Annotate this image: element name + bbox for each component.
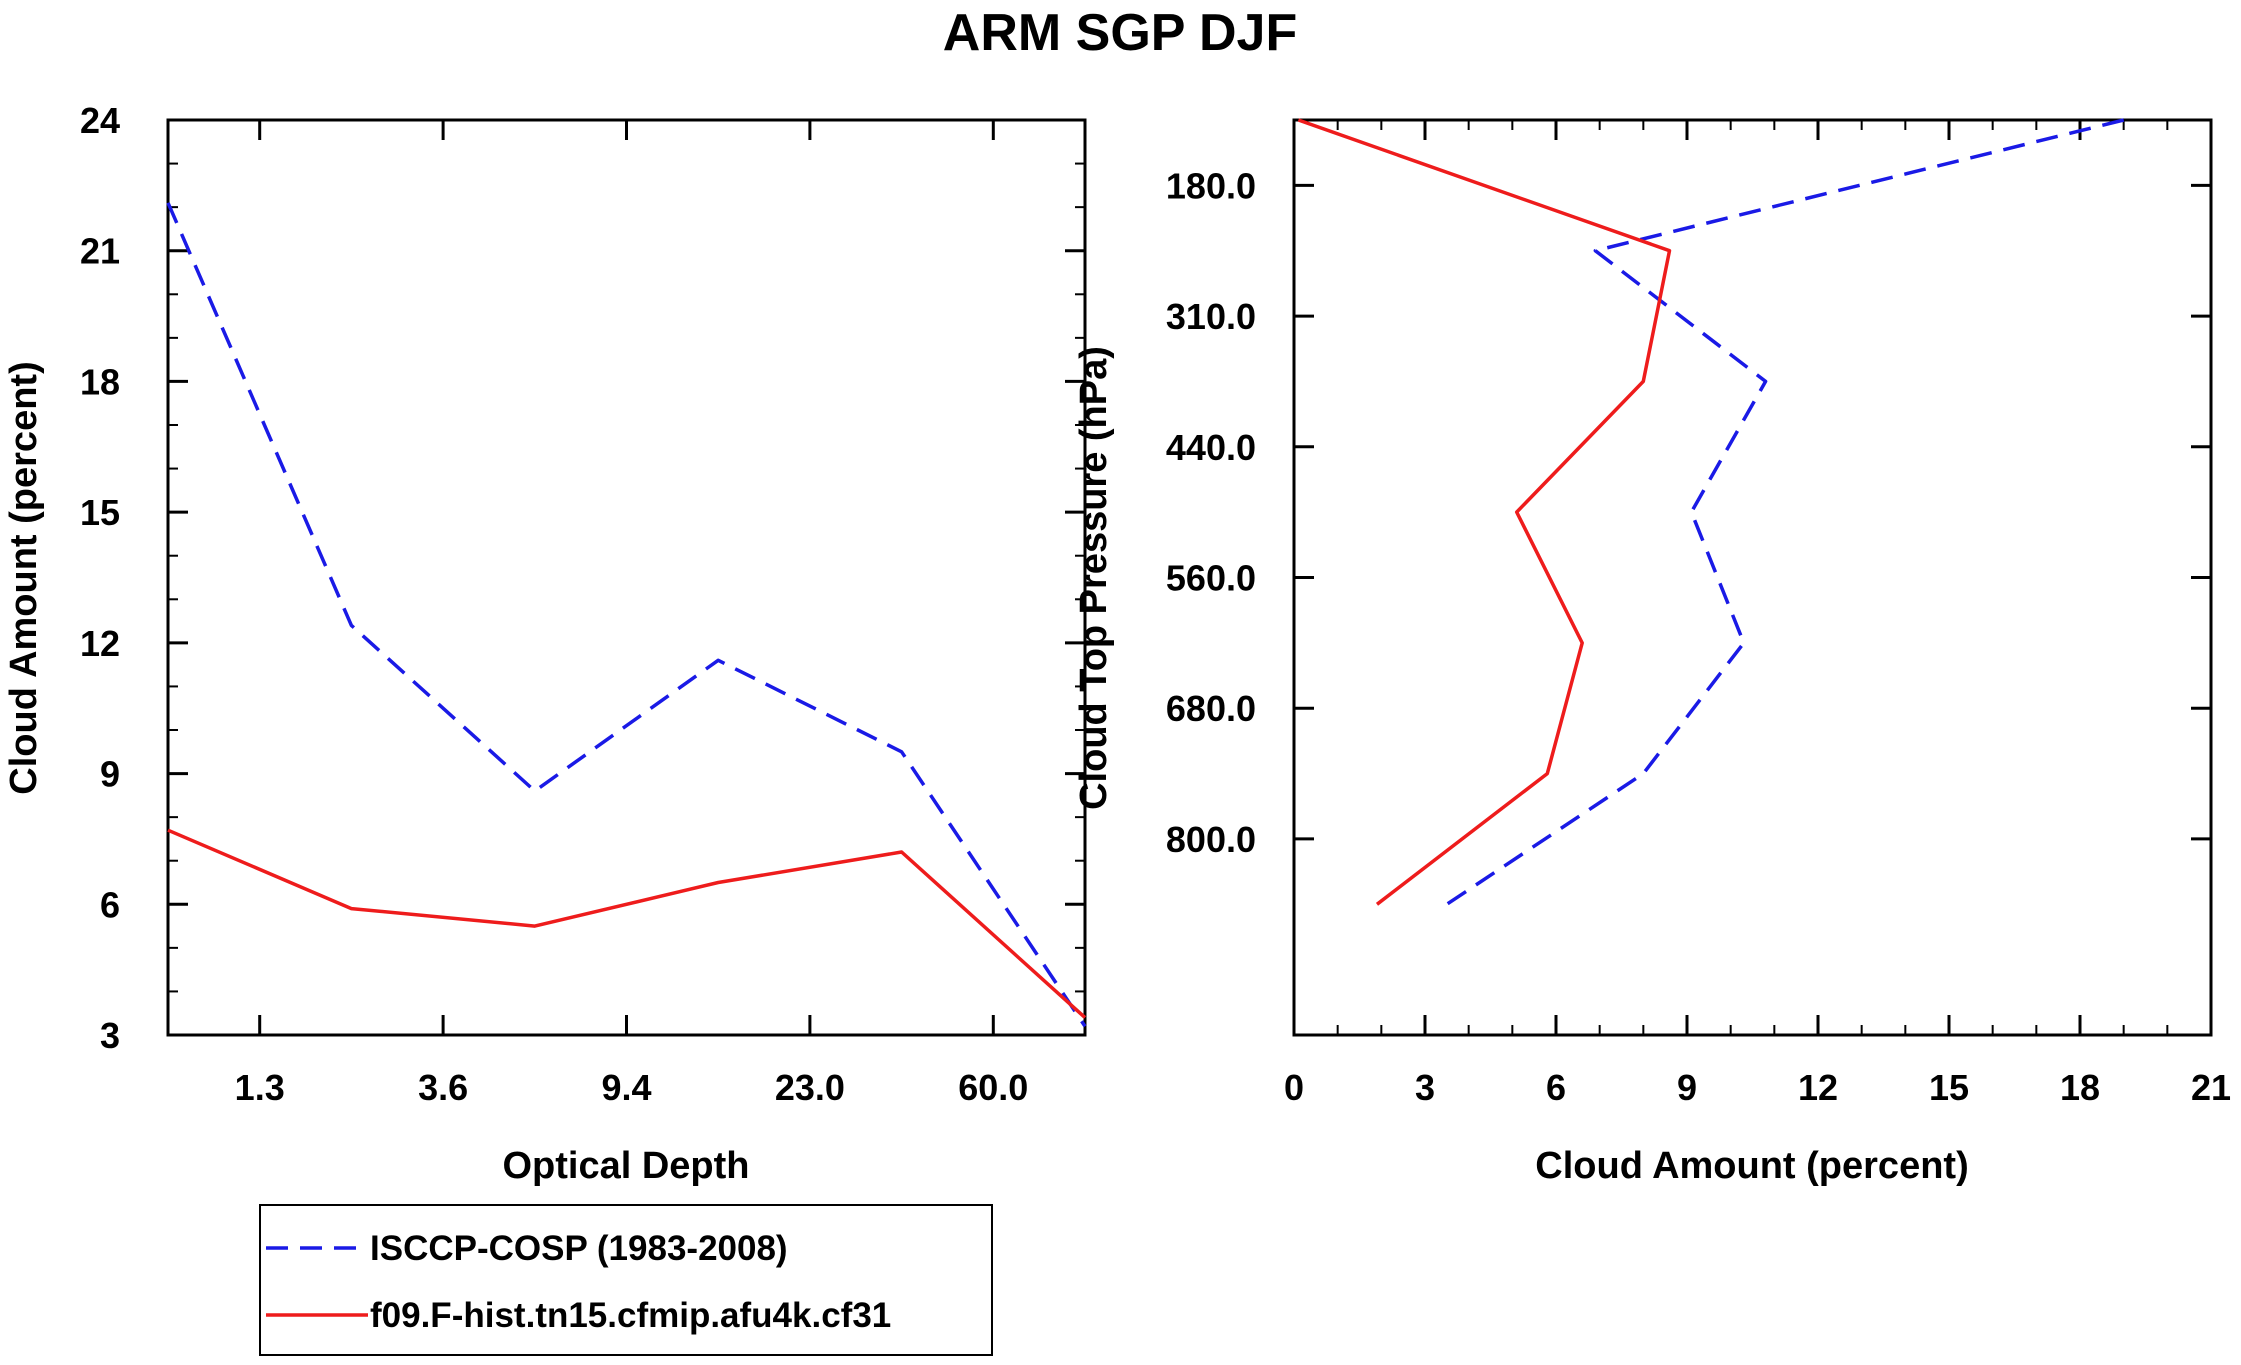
y-tick-label: 18 — [80, 361, 120, 402]
series-line-isccp — [1445, 118, 2125, 906]
series-lines — [166, 202, 1087, 1028]
x-tick-labels: 1.3 3.6 9.4 23.0 60.0 — [235, 1067, 1029, 1108]
x-tick-label: 0 — [1284, 1067, 1304, 1108]
y-tick-label: 180.0 — [1166, 165, 1256, 206]
x-tick-label: 18 — [2060, 1067, 2100, 1108]
x-axis-label: Cloud Amount (percent) — [1535, 1145, 1968, 1187]
series-line-isccp — [166, 202, 1087, 1028]
optical-depth-panel: 1.3 3.6 9.4 23.0 60.0 3 6 9 12 15 18 21 24 Optical … — [3, 100, 1087, 1187]
y-tick-label: 560.0 — [1166, 558, 1256, 599]
x-axis-label: Optical Depth — [502, 1145, 749, 1187]
x-tick-label: 9 — [1677, 1067, 1697, 1108]
y-tick-labels: 180.0 310.0 440.0 560.0 680.0 800.0 — [1166, 165, 1256, 860]
y-tick-label: 21 — [80, 231, 120, 272]
x-tick-label: 3.6 — [418, 1067, 468, 1108]
x-tick-label: 6 — [1546, 1067, 1566, 1108]
y-tick-label: 12 — [80, 623, 120, 664]
x-tick-label: 21 — [2191, 1067, 2231, 1108]
y-axis-label: Cloud Top Pressure (hPa) — [1073, 346, 1115, 810]
series-line-model — [167, 828, 1087, 1019]
x-tick-labels: 0 3 6 9 12 15 18 21 — [1284, 1067, 2231, 1108]
y-axis-label: Cloud Amount (percent) — [3, 361, 45, 794]
y-tick-label: 310.0 — [1166, 296, 1256, 337]
cloud-top-pressure-panel: 0 3 6 9 12 15 18 21 180.0 310.0 440.0 560.0 680.0 80… — [1073, 118, 2231, 1187]
x-tick-label: 9.4 — [601, 1067, 651, 1108]
y-tick-label: 6 — [100, 884, 120, 925]
x-tick-label: 15 — [1929, 1067, 1969, 1108]
legend-label-isccp: ISCCP-COSP (1983-2008) — [370, 1229, 788, 1268]
y-tick-label: 15 — [80, 492, 120, 533]
y-tick-label: 680.0 — [1166, 688, 1256, 729]
plot-frame — [166, 118, 1087, 1037]
legend-label-model: f09.F-hist.tn15.cfmip.afu4k.cf31 — [370, 1296, 891, 1335]
y-tick-label: 24 — [80, 100, 120, 141]
x-tick-label: 12 — [1798, 1067, 1838, 1108]
series-line-model — [1297, 118, 1672, 906]
plot-frame — [1292, 118, 2213, 1037]
x-tick-label: 1.3 — [235, 1067, 285, 1108]
legend-box — [259, 1204, 993, 1356]
y-tick-label: 800.0 — [1166, 819, 1256, 860]
y-tick-label: 9 — [100, 754, 120, 795]
y-tick-label: 440.0 — [1166, 427, 1256, 468]
x-tick-label: 3 — [1415, 1067, 1435, 1108]
axis-ticks — [168, 118, 1085, 1037]
legend: ISCCP-COSP (1983-2008) f09.F-hist.tn15.c… — [259, 1204, 993, 1356]
x-tick-label: 60.0 — [958, 1067, 1028, 1108]
y-tick-label: 3 — [100, 1015, 120, 1056]
axis-ticks — [1292, 120, 2213, 1035]
x-tick-label: 23.0 — [775, 1067, 845, 1108]
chart-title: ARM SGP DJF — [943, 4, 1297, 62]
y-tick-labels: 3 6 9 12 15 18 21 24 — [80, 100, 120, 1056]
series-lines — [1297, 118, 2125, 906]
